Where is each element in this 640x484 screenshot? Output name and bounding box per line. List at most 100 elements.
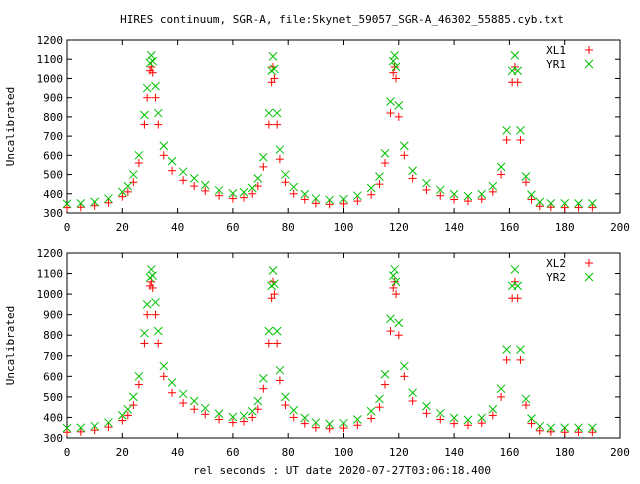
data-point (546, 203, 555, 212)
data-point (123, 404, 133, 414)
data-point (258, 152, 268, 162)
data-point (516, 125, 525, 135)
data-point (560, 203, 569, 212)
data-point (281, 170, 290, 179)
series-XL2 (63, 277, 597, 437)
data-point (375, 172, 384, 181)
data-point (390, 51, 400, 60)
data-point (390, 62, 399, 71)
data-point (118, 192, 127, 201)
data-point (153, 326, 163, 336)
x-tick-label: 120 (389, 446, 409, 459)
data-point (477, 195, 486, 204)
data-point (477, 189, 487, 199)
legend-label: XL1 (546, 44, 566, 57)
data-point (129, 392, 138, 402)
data-point (516, 135, 525, 144)
data-point (140, 328, 149, 338)
data-point (535, 197, 545, 207)
data-point (488, 404, 498, 414)
data-point (104, 418, 113, 427)
data-point (167, 156, 177, 166)
data-point (510, 51, 520, 60)
data-point (325, 195, 335, 205)
x-tick-label: 180 (555, 446, 575, 459)
legend-marker (585, 259, 593, 267)
data-point (264, 120, 273, 129)
data-point (386, 327, 395, 336)
data-point (450, 195, 459, 204)
data-point (289, 413, 298, 422)
data-point (104, 198, 113, 207)
data-point (134, 380, 143, 389)
data-point (513, 294, 522, 303)
data-point (521, 394, 531, 404)
data-point (513, 66, 523, 76)
y-tick-label: 800 (43, 111, 63, 124)
data-point (497, 392, 506, 401)
plot-frame (66, 252, 621, 439)
data-point (273, 120, 282, 129)
data-point (154, 339, 163, 348)
data-point (399, 361, 409, 371)
data-point (392, 74, 401, 83)
data-point (300, 189, 310, 199)
y-tick-label: 500 (43, 391, 63, 404)
x-tick-label: 100 (334, 446, 354, 459)
data-point (168, 388, 177, 397)
data-point (258, 374, 268, 383)
data-point (63, 428, 71, 437)
data-point (148, 68, 157, 77)
data-point (325, 419, 335, 429)
data-point (588, 428, 597, 437)
data-point (353, 197, 362, 206)
data-point (488, 181, 498, 191)
data-point (272, 326, 282, 336)
data-point (560, 423, 570, 433)
y-tick-label: 1200 (37, 247, 64, 260)
data-point (311, 418, 321, 427)
x-tick-label: 0 (64, 221, 71, 234)
data-point (496, 384, 506, 394)
data-point (352, 191, 362, 201)
legend-marker (584, 272, 594, 282)
data-point (189, 174, 199, 183)
data-point (390, 265, 400, 274)
y-tick-label: 700 (43, 130, 63, 143)
data-point (400, 151, 409, 160)
y-tick-label: 600 (43, 370, 63, 383)
data-point (190, 182, 199, 191)
y-tick-label: 500 (43, 169, 63, 182)
data-point (123, 181, 133, 191)
data-point (436, 415, 445, 424)
data-point (477, 419, 486, 428)
data-point (587, 199, 597, 208)
data-point (380, 159, 389, 168)
legend-label: YR2 (546, 271, 566, 284)
data-point (179, 399, 188, 408)
data-point (289, 182, 299, 192)
data-point (270, 279, 279, 289)
data-point (214, 409, 224, 419)
data-point (375, 403, 384, 412)
data-point (215, 415, 224, 424)
data-point (535, 426, 544, 435)
data-point (502, 135, 511, 144)
data-point (129, 401, 138, 410)
data-point (390, 277, 399, 286)
data-point (574, 423, 583, 433)
x-tick-label: 60 (226, 446, 239, 459)
data-point (118, 416, 127, 425)
data-point (289, 405, 299, 415)
data-point (189, 396, 199, 406)
data-point (90, 197, 100, 207)
data-point (380, 369, 390, 379)
data-point (142, 83, 152, 93)
data-point (215, 191, 224, 200)
data-point (422, 185, 431, 194)
data-point (151, 93, 160, 102)
data-point (90, 426, 99, 435)
data-point (76, 199, 86, 208)
data-point (408, 397, 417, 405)
